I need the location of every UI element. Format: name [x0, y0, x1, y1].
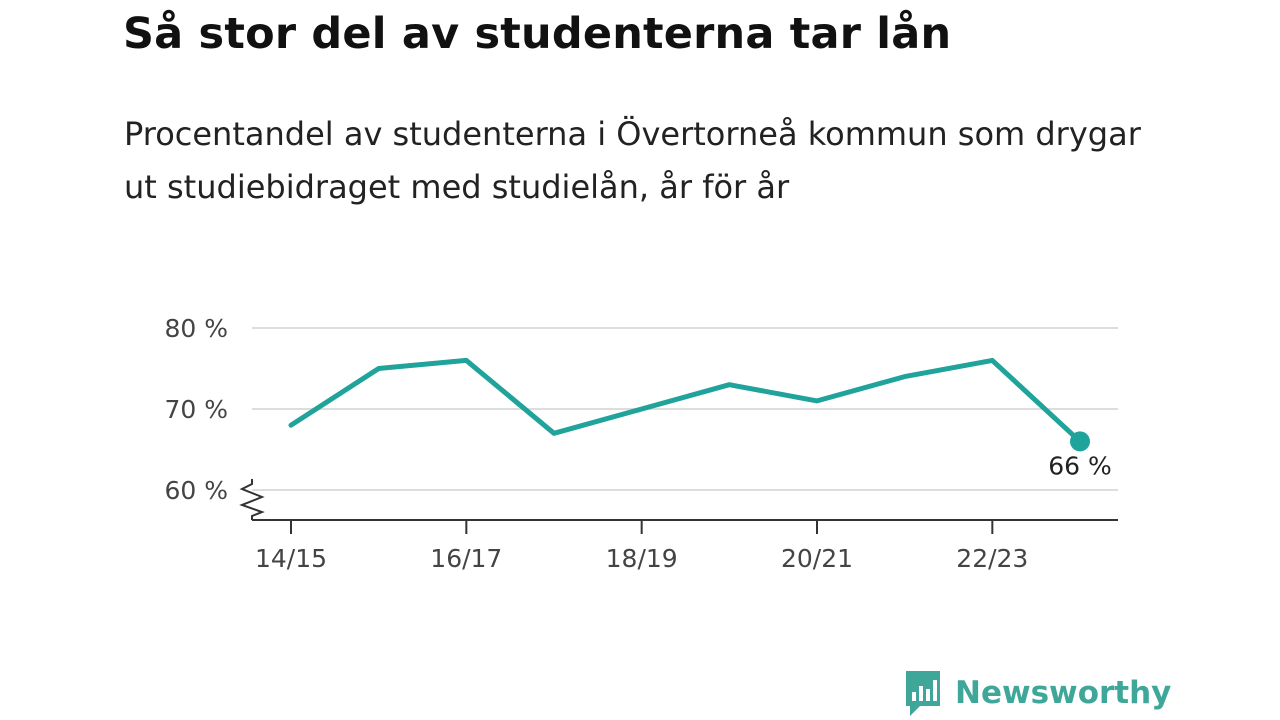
grid-lines — [252, 327, 1118, 491]
x-tick-label: 22/23 — [956, 544, 1028, 573]
data-series: 66 % — [288, 357, 1112, 480]
last-value-label: 66 % — [1048, 451, 1112, 480]
brand-name: Newsworthy — [955, 675, 1172, 711]
x-tick-label: 18/19 — [606, 544, 678, 573]
x-axis-ticks: 14/15 16/17 18/19 20/21 22/23 — [255, 520, 1028, 573]
chart-subtitle: Procentandel av studenterna i Övertorneå… — [124, 115, 1141, 206]
newsworthy-logo: Newsworthy — [903, 668, 1171, 718]
y-tick-label: 80 % — [164, 314, 228, 343]
y-axis-ticks: 60 % 70 % 80 % — [164, 314, 228, 505]
x-axis — [239, 479, 1118, 521]
y-tick-label: 60 % — [164, 476, 228, 505]
x-tick-label: 20/21 — [781, 544, 853, 573]
series-line — [288, 357, 1083, 444]
x-tick-label: 14/15 — [255, 544, 327, 573]
x-tick-label: 16/17 — [430, 544, 502, 573]
y-tick-label: 70 % — [164, 395, 228, 424]
chart-title: Så stor del av studenterna tar lån — [123, 9, 952, 59]
axis-break-icon — [239, 479, 265, 520]
last-data-point — [1070, 431, 1090, 452]
bar-chart-icon — [906, 671, 940, 716]
